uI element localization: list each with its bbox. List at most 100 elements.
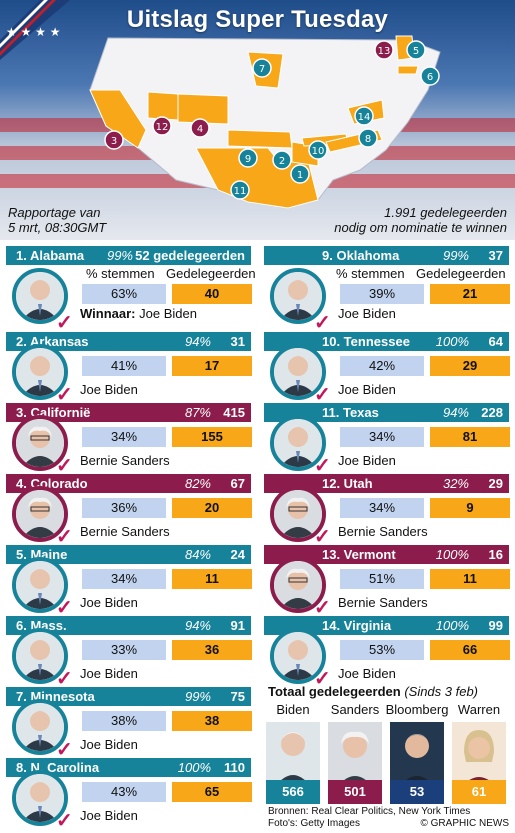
candidate-biden: Biden 566 — [264, 702, 322, 804]
reported-percent: 100% — [177, 760, 211, 775]
svg-text:4: 4 — [197, 124, 203, 135]
state-name: 13. Vermont — [322, 547, 396, 562]
delegates-won: 9 — [430, 498, 510, 518]
state-header: 6. Mass. 94% 91 — [6, 616, 251, 635]
state-name: 1. Alabama — [16, 248, 85, 263]
winner-name: Joe Biden — [338, 453, 396, 468]
map-marker-2: 2 — [272, 150, 292, 170]
biden-photo — [12, 628, 68, 684]
svg-text:7: 7 — [259, 64, 265, 75]
state-card-utah: 12. Utah 32% 29 ✓ 34% 9 Bernie Sanders — [264, 474, 510, 548]
candidate-name: Bloomberg — [385, 702, 449, 717]
winner-check-icon: ✓ — [314, 668, 331, 690]
winner-name: Joe Biden — [80, 808, 138, 823]
candidate-total: 566 — [266, 780, 320, 804]
winner-check-icon: ✓ — [56, 810, 73, 832]
state-delegates: 110 — [224, 760, 245, 775]
winner-name: Joe Biden — [80, 666, 138, 681]
winner-check-icon: ✓ — [314, 312, 331, 334]
reported-percent: 84% — [184, 547, 211, 562]
state-card-oklahoma: 9. Oklahoma 99% 37 % stemmen Gedelegeerd… — [264, 246, 510, 334]
delegate-threshold-note: 1.991 gedelegeerden nodig om nominatie t… — [334, 205, 507, 235]
svg-text:10: 10 — [312, 146, 325, 157]
reported-percent: 94% — [184, 334, 211, 349]
sources-note: Bronnen: Real Clear Politics, New York T… — [268, 806, 470, 830]
biden-photo — [12, 699, 68, 755]
winner-check-icon: ✓ — [56, 526, 73, 548]
vote-percent: 43% — [82, 782, 166, 802]
delegates-won: 20 — [172, 498, 252, 518]
map-marker-10: 10 — [308, 140, 328, 160]
map-marker-11: 11 — [230, 180, 250, 200]
state-delegates: 16 — [488, 547, 503, 562]
state-delegates: 99 — [488, 618, 503, 633]
sanders-photo — [12, 415, 68, 471]
totals-heading: Totaal gedelegeerden — [268, 684, 401, 699]
winner-check-icon: ✓ — [56, 597, 73, 619]
delegates-won: 66 — [430, 640, 510, 660]
state-card-minnesota: 7. Minnesota 99% 75 ✓ 38% 38 Joe Biden — [6, 687, 252, 761]
winner-check-icon: ✓ — [314, 597, 331, 619]
state-delegates: 29 — [488, 476, 503, 491]
biden-photo — [270, 628, 326, 684]
winner-name: Joe Biden — [338, 666, 396, 681]
state-delegates: 91 — [230, 618, 245, 633]
biden-photo — [12, 557, 68, 613]
biden-photo — [270, 268, 326, 324]
winner-check-icon: ✓ — [56, 312, 73, 334]
candidate-name: Warren — [457, 702, 501, 717]
reported-percent: 32% — [442, 476, 469, 491]
winner-name: Bernie Sanders — [338, 524, 428, 539]
totals-title: Totaal gedelegeerden (Sinds 3 feb) — [268, 684, 478, 699]
hero-banner: ★ ★ ★ ★ Uitslag Super Tuesday 13 5 6 7 1… — [0, 0, 515, 240]
state-name: 14. Virginia — [322, 618, 392, 633]
map-marker-13: 13 — [374, 40, 394, 60]
winner-check-icon: ✓ — [56, 384, 73, 406]
delegates-column-header: Gedelegeerden — [416, 266, 506, 281]
vote-percent: 39% — [340, 284, 424, 304]
reported-percent: 100% — [435, 618, 469, 633]
winner-name: Bernie Sanders — [338, 595, 428, 610]
vote-percent: 63% — [82, 284, 166, 304]
report-line-1: Rapportage van — [8, 205, 101, 220]
report-line-2: 5 mrt, 08:30GMT — [8, 220, 107, 235]
state-card-arkansas: 2. Arkansas 94% 31 ✓ 41% 17 Joe Biden — [6, 332, 252, 406]
candidate-name: Sanders — [330, 702, 380, 717]
candidate-sanders: Sanders 501 — [326, 702, 384, 804]
reported-percent: 94% — [442, 405, 469, 420]
state-card-north-carolina: 8. N. Carolina 100% 110 ✓ 43% 65 Joe Bid… — [6, 758, 252, 832]
vote-percent: 34% — [340, 498, 424, 518]
svg-text:9: 9 — [245, 154, 251, 165]
winner-name: Joe Biden — [80, 737, 138, 752]
candidate-name: Biden — [276, 702, 310, 717]
biden-photo — [270, 344, 326, 400]
delegate-totals-panel: Totaal gedelegeerden (Sinds 3 feb) Biden… — [264, 682, 509, 822]
winner-check-icon: ✓ — [56, 455, 73, 477]
page-title: Uitslag Super Tuesday — [126, 6, 389, 33]
state-card-massachusetts: 6. Mass. 94% 91 ✓ 33% 36 Joe Biden — [6, 616, 252, 690]
reported-percent: 99% — [442, 248, 469, 263]
delegates-won: 21 — [430, 284, 510, 304]
vote-percent: 34% — [340, 427, 424, 447]
svg-text:5: 5 — [413, 46, 419, 57]
us-map: 13 5 6 7 14 8 10 2 1 9 11 12 4 3 — [89, 35, 441, 209]
state-delegates: 228 — [481, 405, 503, 420]
reported-percent: 99% — [106, 248, 133, 263]
delegates-won: 40 — [172, 284, 252, 304]
delegates-won: 155 — [172, 427, 252, 447]
vote-percent: 33% — [82, 640, 166, 660]
candidate-bloomberg: Bloomberg 53 — [386, 702, 448, 804]
svg-text:13: 13 — [378, 46, 391, 57]
report-timestamp: Rapportage van 5 mrt, 08:30GMT — [8, 205, 106, 235]
state-delegates: 64 — [488, 334, 503, 349]
svg-text:★ ★ ★ ★: ★ ★ ★ ★ — [6, 25, 60, 39]
winner-name: Bernie Sanders — [80, 453, 170, 468]
winner-name: Joe Biden — [139, 306, 197, 321]
reported-percent: 100% — [435, 334, 469, 349]
delegates-won: 38 — [172, 711, 252, 731]
svg-text:1: 1 — [297, 170, 303, 181]
state-header: 12. Utah 32% 29 — [264, 474, 509, 493]
state-header: 11. Texas 94% 228 — [264, 403, 509, 422]
state-card-maine: 5. Maine 84% 24 ✓ 34% 11 Joe Biden — [6, 545, 252, 619]
state-delegates: 67 — [230, 476, 245, 491]
